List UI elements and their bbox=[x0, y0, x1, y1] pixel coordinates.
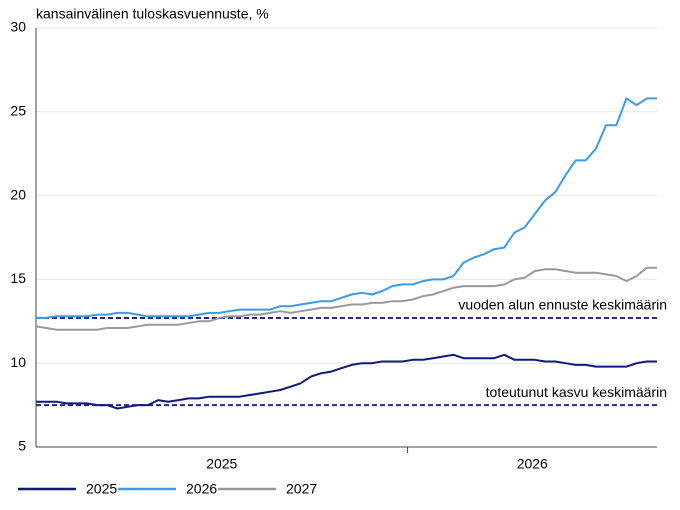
y-tick-label: 10 bbox=[10, 354, 26, 370]
x-group-label: 2026 bbox=[517, 456, 548, 472]
y-tick-label: 5 bbox=[18, 438, 26, 454]
legend-label: 2026 bbox=[186, 481, 217, 497]
series-line bbox=[36, 97, 657, 319]
reference-label: toteutunut kasvu keskimäärin bbox=[486, 384, 667, 400]
legend-label: 2027 bbox=[286, 481, 317, 497]
legend-label: 2025 bbox=[86, 481, 117, 497]
y-tick-label: 20 bbox=[10, 186, 26, 202]
reference-label: vuoden alun ennuste keskimäärin bbox=[458, 297, 667, 313]
series-line bbox=[35, 266, 657, 331]
chart-title: kansainvälinen tuloskasvuennuste, % bbox=[36, 6, 269, 22]
y-tick-label: 25 bbox=[10, 103, 26, 119]
series-line bbox=[36, 353, 657, 410]
y-tick-label: 30 bbox=[10, 19, 26, 35]
x-group-label: 2025 bbox=[206, 456, 237, 472]
y-tick-label: 15 bbox=[10, 270, 26, 286]
